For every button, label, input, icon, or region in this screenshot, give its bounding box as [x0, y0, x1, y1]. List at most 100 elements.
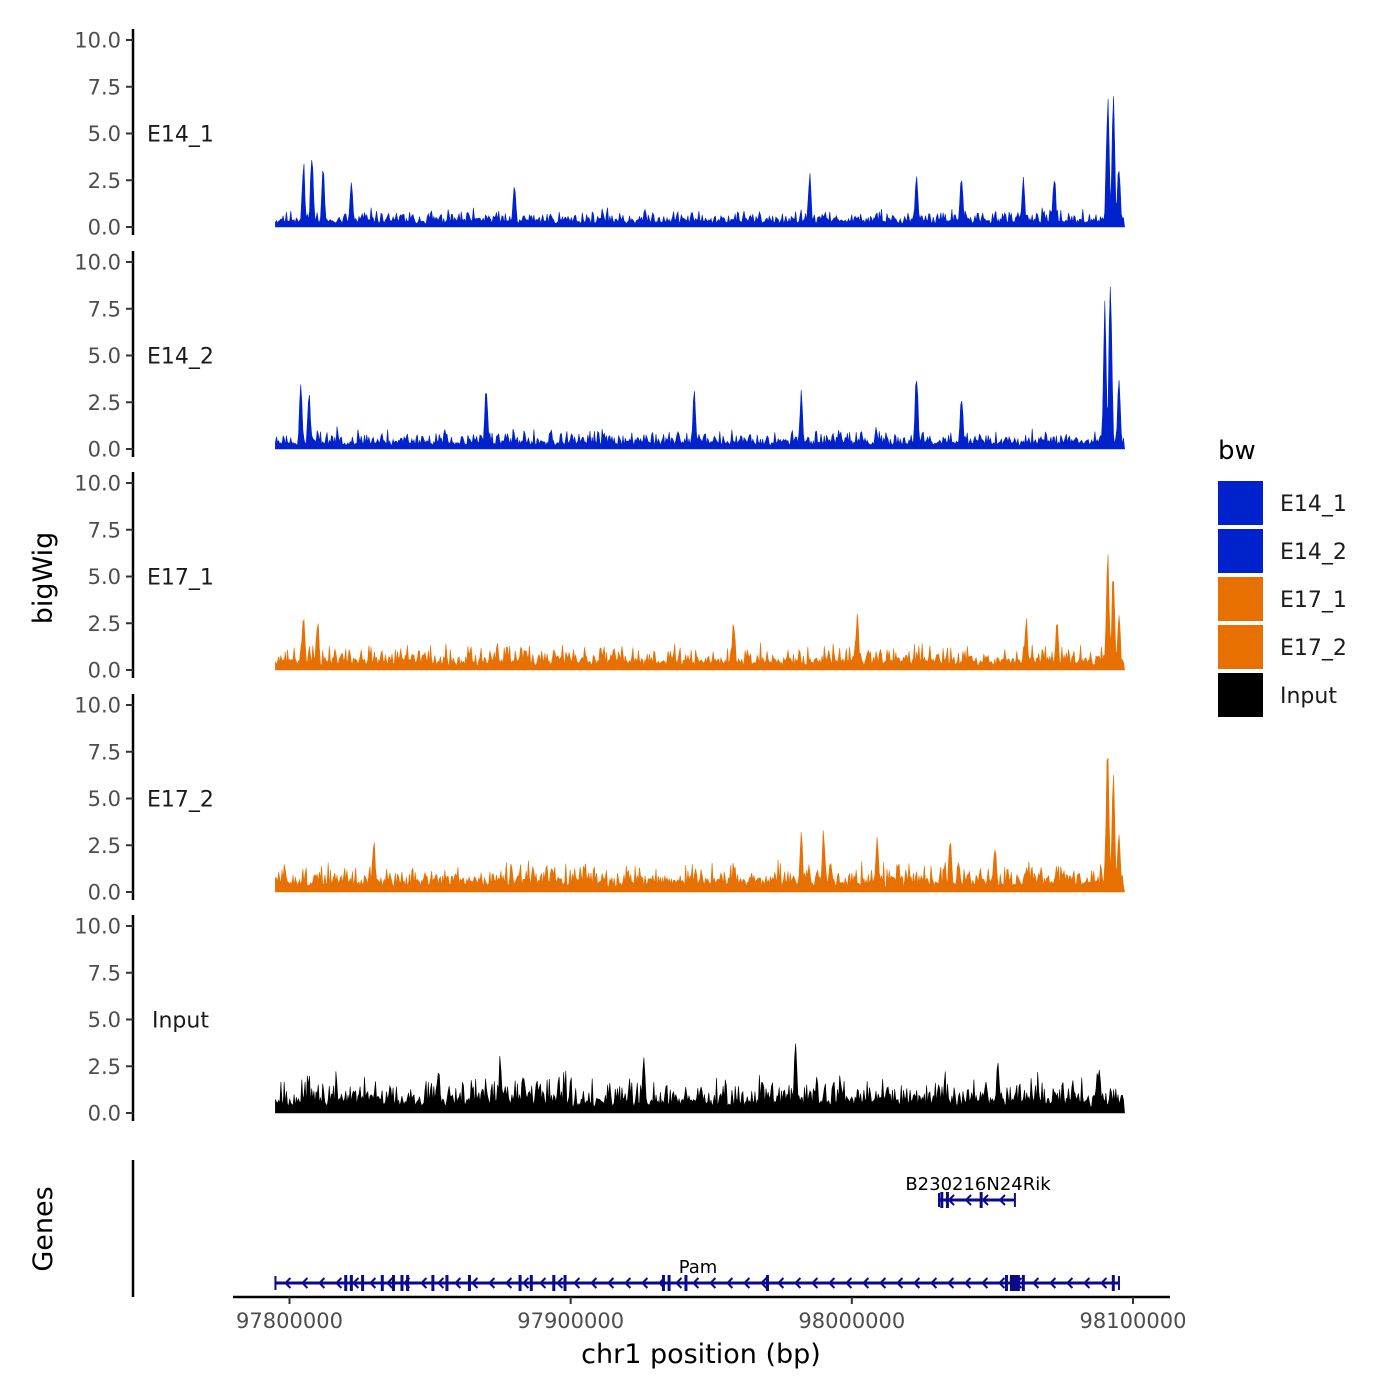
- y-tick-label: 2.5: [88, 612, 121, 636]
- y-tick-label: 5.0: [88, 565, 121, 589]
- exon-Pam: [445, 1275, 449, 1291]
- x-tick-label: 97800000: [236, 1309, 343, 1333]
- y-tick-label: 2.5: [88, 1055, 121, 1079]
- y-axis-title: bigWig: [28, 532, 59, 625]
- exon-Pam: [431, 1275, 435, 1291]
- genes-layer: Genes 97800000 97900000 98000000 98100000 Pam…: [28, 1160, 1186, 1333]
- y-tick-label: 7.5: [88, 297, 121, 321]
- strand-arrow: [505, 1277, 513, 1289]
- track-label-E17_1: E17_1: [147, 566, 214, 591]
- strand-arrow: [590, 1277, 598, 1289]
- y-tick-label: 5.0: [88, 344, 121, 368]
- exon-Pam: [400, 1275, 404, 1291]
- strand-arrow: [743, 1277, 751, 1289]
- y-tick-label: 7.5: [88, 961, 121, 985]
- signal-area-Input: [275, 1043, 1125, 1114]
- y-tick-label: 7.5: [88, 518, 121, 542]
- strand-arrow: [845, 1277, 853, 1289]
- exon-Pam: [563, 1275, 567, 1291]
- track-label-E14_2: E14_2: [147, 345, 214, 370]
- y-tick-label: 0.0: [88, 881, 121, 905]
- legend-title: bw: [1218, 436, 1256, 466]
- strand-arrow: [726, 1277, 734, 1289]
- strand-arrow: [896, 1277, 904, 1289]
- tracks-layer: [275, 96, 1125, 1114]
- gene-label-B230216N24Rik: B230216N24Rik: [905, 1174, 1051, 1195]
- strand-arrow: [913, 1277, 921, 1289]
- exon-Pam: [1009, 1275, 1020, 1291]
- exon-Pam: [406, 1275, 410, 1291]
- exon-B230216N24Rik: [979, 1192, 983, 1208]
- exon-Pam: [392, 1275, 396, 1291]
- strand-arrow: [1066, 1277, 1074, 1289]
- x-tick-label: 98000000: [798, 1309, 905, 1333]
- strand-arrow: [947, 1277, 955, 1289]
- exon-B230216N24Rik: [945, 1192, 949, 1208]
- strand-arrow: [335, 1277, 343, 1289]
- legend-swatch-E14_1: [1218, 481, 1263, 525]
- strand-arrow: [386, 1277, 394, 1289]
- strand-arrow: [420, 1277, 428, 1289]
- y-tick-label: 10.0: [74, 694, 121, 718]
- legend-swatch-E14_2: [1218, 529, 1263, 573]
- track-label-E14_1: E14_1: [147, 123, 214, 148]
- exon-Pam: [344, 1275, 348, 1291]
- exon-Pam: [1111, 1275, 1115, 1291]
- x-tick-label: 98100000: [1080, 1309, 1187, 1333]
- track-label-Input: Input: [152, 1009, 209, 1034]
- strand-arrow: [862, 1277, 870, 1289]
- y-tick-label: 2.5: [88, 391, 121, 415]
- y-tick-label: 0.0: [88, 438, 121, 462]
- strand-arrow: [692, 1277, 700, 1289]
- strand-arrow: [522, 1277, 530, 1289]
- strand-arrow: [284, 1277, 292, 1289]
- exon-Pam: [467, 1275, 471, 1291]
- y-tick-label: 2.5: [88, 169, 121, 193]
- axes-layer: 0.0 2.5 5.0 7.5 10.0 E14_1 0.0 2.5 5.0 7.5 10.0 E14…: [74, 29, 214, 1126]
- strand-arrow: [607, 1277, 615, 1289]
- strand-arrow: [624, 1277, 632, 1289]
- strand-arrow: [1049, 1277, 1057, 1289]
- exon-Pam: [529, 1275, 533, 1291]
- exon-Pam: [661, 1275, 665, 1291]
- strand-arrow: [811, 1277, 819, 1289]
- signal-area-E17_1: [275, 554, 1125, 671]
- exon-B230216N24Rik: [940, 1192, 944, 1208]
- strand-arrow: [981, 1194, 989, 1206]
- strand-arrow: [454, 1277, 462, 1289]
- signal-area-E14_2: [275, 286, 1125, 450]
- genes-panel-label: Genes: [28, 1186, 59, 1271]
- y-tick-label: 5.0: [88, 1008, 121, 1032]
- exon-Pam: [518, 1275, 522, 1291]
- strand-arrow: [964, 1277, 972, 1289]
- exon-Pam: [380, 1275, 384, 1291]
- strand-arrow: [573, 1277, 581, 1289]
- strand-arrow: [437, 1277, 445, 1289]
- strand-arrow: [760, 1277, 768, 1289]
- y-tick-label: 5.0: [88, 122, 121, 146]
- strand-arrow: [981, 1277, 989, 1289]
- strand-arrow: [488, 1277, 496, 1289]
- strand-arrow: [964, 1194, 972, 1206]
- legend-label-E17_1: E17_1: [1280, 588, 1347, 613]
- track-label-E17_2: E17_2: [147, 788, 214, 813]
- strand-arrow: [998, 1194, 1006, 1206]
- strand-arrow: [947, 1194, 955, 1206]
- strand-arrow: [828, 1277, 836, 1289]
- strand-arrow: [556, 1277, 564, 1289]
- legend-label-E14_2: E14_2: [1280, 540, 1347, 565]
- x-tick-label: 97900000: [517, 1309, 624, 1333]
- exon-Pam: [349, 1275, 353, 1291]
- strand-arrow: [1083, 1277, 1091, 1289]
- strand-arrow: [879, 1277, 887, 1289]
- strand-arrow: [930, 1277, 938, 1289]
- legend-label-E14_1: E14_1: [1280, 492, 1347, 517]
- exon-Pam: [361, 1275, 365, 1291]
- legend-swatch-Input: [1218, 673, 1263, 717]
- strand-arrow: [641, 1277, 649, 1289]
- strand-arrow: [777, 1277, 785, 1289]
- strand-arrow: [471, 1277, 479, 1289]
- y-tick-label: 0.0: [88, 216, 121, 240]
- y-tick-label: 0.0: [88, 659, 121, 683]
